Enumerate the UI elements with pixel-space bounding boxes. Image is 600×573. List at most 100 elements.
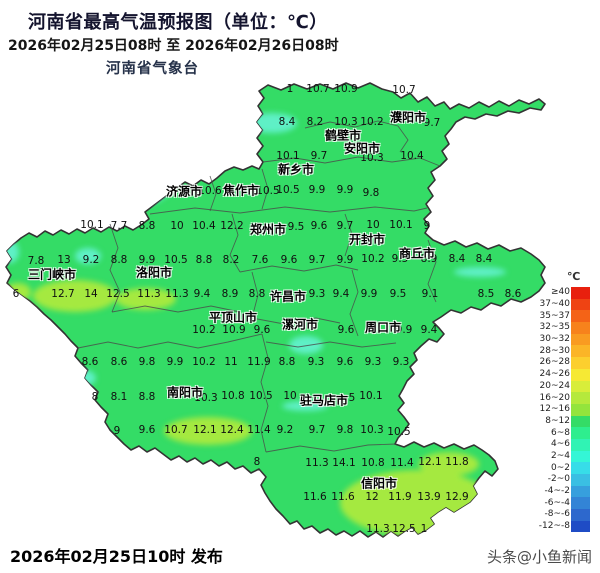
temp-value: 9.3	[364, 356, 382, 368]
legend-range-label: 4~6	[551, 439, 570, 450]
city-label: 周口市	[364, 320, 402, 335]
temp-value: 8.8	[138, 220, 156, 232]
temp-value: 10.2	[192, 356, 216, 368]
legend-color-swatch	[571, 368, 590, 381]
legend-row: 20~24	[539, 380, 590, 393]
temp-value: 10.1	[276, 150, 300, 162]
legend-color-swatch	[571, 520, 590, 533]
legend-range-label: 28~30	[539, 345, 570, 356]
city-label: 焦作市	[222, 183, 260, 198]
legend-range-label: 24~26	[539, 369, 570, 380]
legend-row: 26~28	[539, 357, 590, 369]
temp-value: 7.8	[27, 255, 45, 267]
temp-value: 8.8	[195, 254, 213, 266]
legend-range-label: 30~32	[539, 334, 570, 345]
legend-color-swatch	[571, 322, 590, 334]
temp-value: 9.3	[307, 356, 325, 368]
temperature-legend: ≥40 37~40 35~37 32~35 30~32 28~30 26~28 24~26 20…	[539, 287, 590, 533]
temp-value: 8	[253, 456, 261, 468]
temp-value: 9.7	[308, 424, 326, 436]
legend-range-label: 6~8	[551, 427, 570, 438]
temp-value: 10.4	[192, 220, 216, 232]
temp-value: 11.3	[366, 523, 390, 535]
city-label: 信阳市	[360, 476, 398, 491]
temp-value: 9.6	[336, 356, 354, 368]
legend-color-swatch	[571, 438, 590, 451]
temp-value: 7.7	[110, 220, 128, 232]
agency-name: 河南省气象台	[106, 61, 199, 77]
temp-value: 10.4	[400, 150, 424, 162]
temp-value: 9.1	[421, 288, 439, 300]
legend-range-label: 0~2	[551, 462, 570, 473]
temp-value: 11.9	[247, 356, 271, 368]
city-label: 洛阳市	[135, 265, 173, 280]
temp-value: 9.2	[82, 254, 100, 266]
temp-value: 9.4	[420, 324, 438, 336]
temp-value: 9.6	[280, 254, 298, 266]
temp-value: 9.5	[287, 221, 305, 233]
temp-value: 8.6	[81, 356, 99, 368]
legend-color-swatch	[571, 450, 590, 463]
temp-value: 10.7	[392, 84, 416, 96]
legend-row: 24~26	[539, 368, 590, 381]
city-label: 新乡市	[277, 162, 315, 177]
temp-value: 8.9	[420, 253, 438, 265]
temp-value: 9.3	[308, 288, 326, 300]
temp-value: 10.7	[306, 83, 330, 95]
city-label: 开封市	[348, 232, 386, 247]
temp-value: 8.2	[306, 116, 324, 128]
legend-color-swatch	[571, 415, 590, 428]
temp-value: 8.8	[138, 391, 156, 403]
legend-color-swatch	[571, 357, 590, 369]
temp-value: 9.9	[138, 254, 156, 266]
legend-color-swatch	[571, 403, 590, 416]
temp-value: 9.9	[336, 184, 354, 196]
temp-value: 10.5	[256, 185, 280, 197]
legend-color-swatch	[571, 392, 590, 404]
temp-value: 8.4	[475, 253, 493, 265]
legend-color-swatch	[571, 462, 590, 474]
temp-value: 9.6	[253, 324, 271, 336]
temp-value: 10.1	[359, 390, 383, 402]
temp-value: 9.4	[193, 288, 211, 300]
temp-value: 8.9	[221, 288, 239, 300]
legend-row: 32~35	[539, 322, 590, 334]
temp-value: 10.9	[222, 324, 246, 336]
temp-value: 11.9	[388, 491, 412, 503]
temp-value: 9.9	[395, 324, 413, 336]
temp-value: 9.9	[166, 356, 184, 368]
legend-range-label: -8~-6	[544, 509, 571, 520]
page-title: 河南省最高气温预报图（单位：℃）	[28, 12, 328, 33]
legend-range-label: 35~37	[539, 310, 570, 321]
temp-value: 6	[12, 288, 20, 300]
legend-color-swatch	[571, 427, 590, 439]
legend-range-label: -4~-2	[544, 486, 571, 497]
temp-value: 11.6	[303, 491, 327, 503]
temp-value: 9.6	[138, 424, 156, 436]
temp-value: 12.5	[392, 523, 416, 535]
temp-value: 9.8	[362, 187, 380, 199]
temp-value: 10.2	[360, 116, 384, 128]
temp-value: 12.1	[193, 424, 217, 436]
city-label: 南阳市	[166, 385, 204, 400]
temp-value: 14	[84, 288, 98, 300]
temp-value: 8.6	[504, 288, 522, 300]
temp-value: 9	[423, 220, 431, 232]
city-label: 三门峡市	[27, 267, 77, 282]
temp-value: 14.1	[332, 457, 356, 469]
temp-value: 13	[57, 254, 71, 266]
city-label: 许昌市	[269, 289, 307, 304]
temp-value: 12.2	[220, 220, 244, 232]
temp-value: 5	[348, 392, 356, 404]
temp-value: 8.1	[110, 391, 128, 403]
temp-value: 1	[286, 83, 294, 95]
legend-unit-label: ℃	[567, 270, 581, 283]
legend-row: -4~-2	[539, 485, 590, 498]
temp-value: 11.3	[165, 288, 189, 300]
temp-value: 11.6	[331, 491, 355, 503]
temp-value: 12.1	[418, 456, 442, 468]
temp-value: 10.3	[194, 392, 218, 404]
city-label: 鹤壁市	[324, 128, 362, 143]
legend-color-swatch	[571, 298, 590, 311]
